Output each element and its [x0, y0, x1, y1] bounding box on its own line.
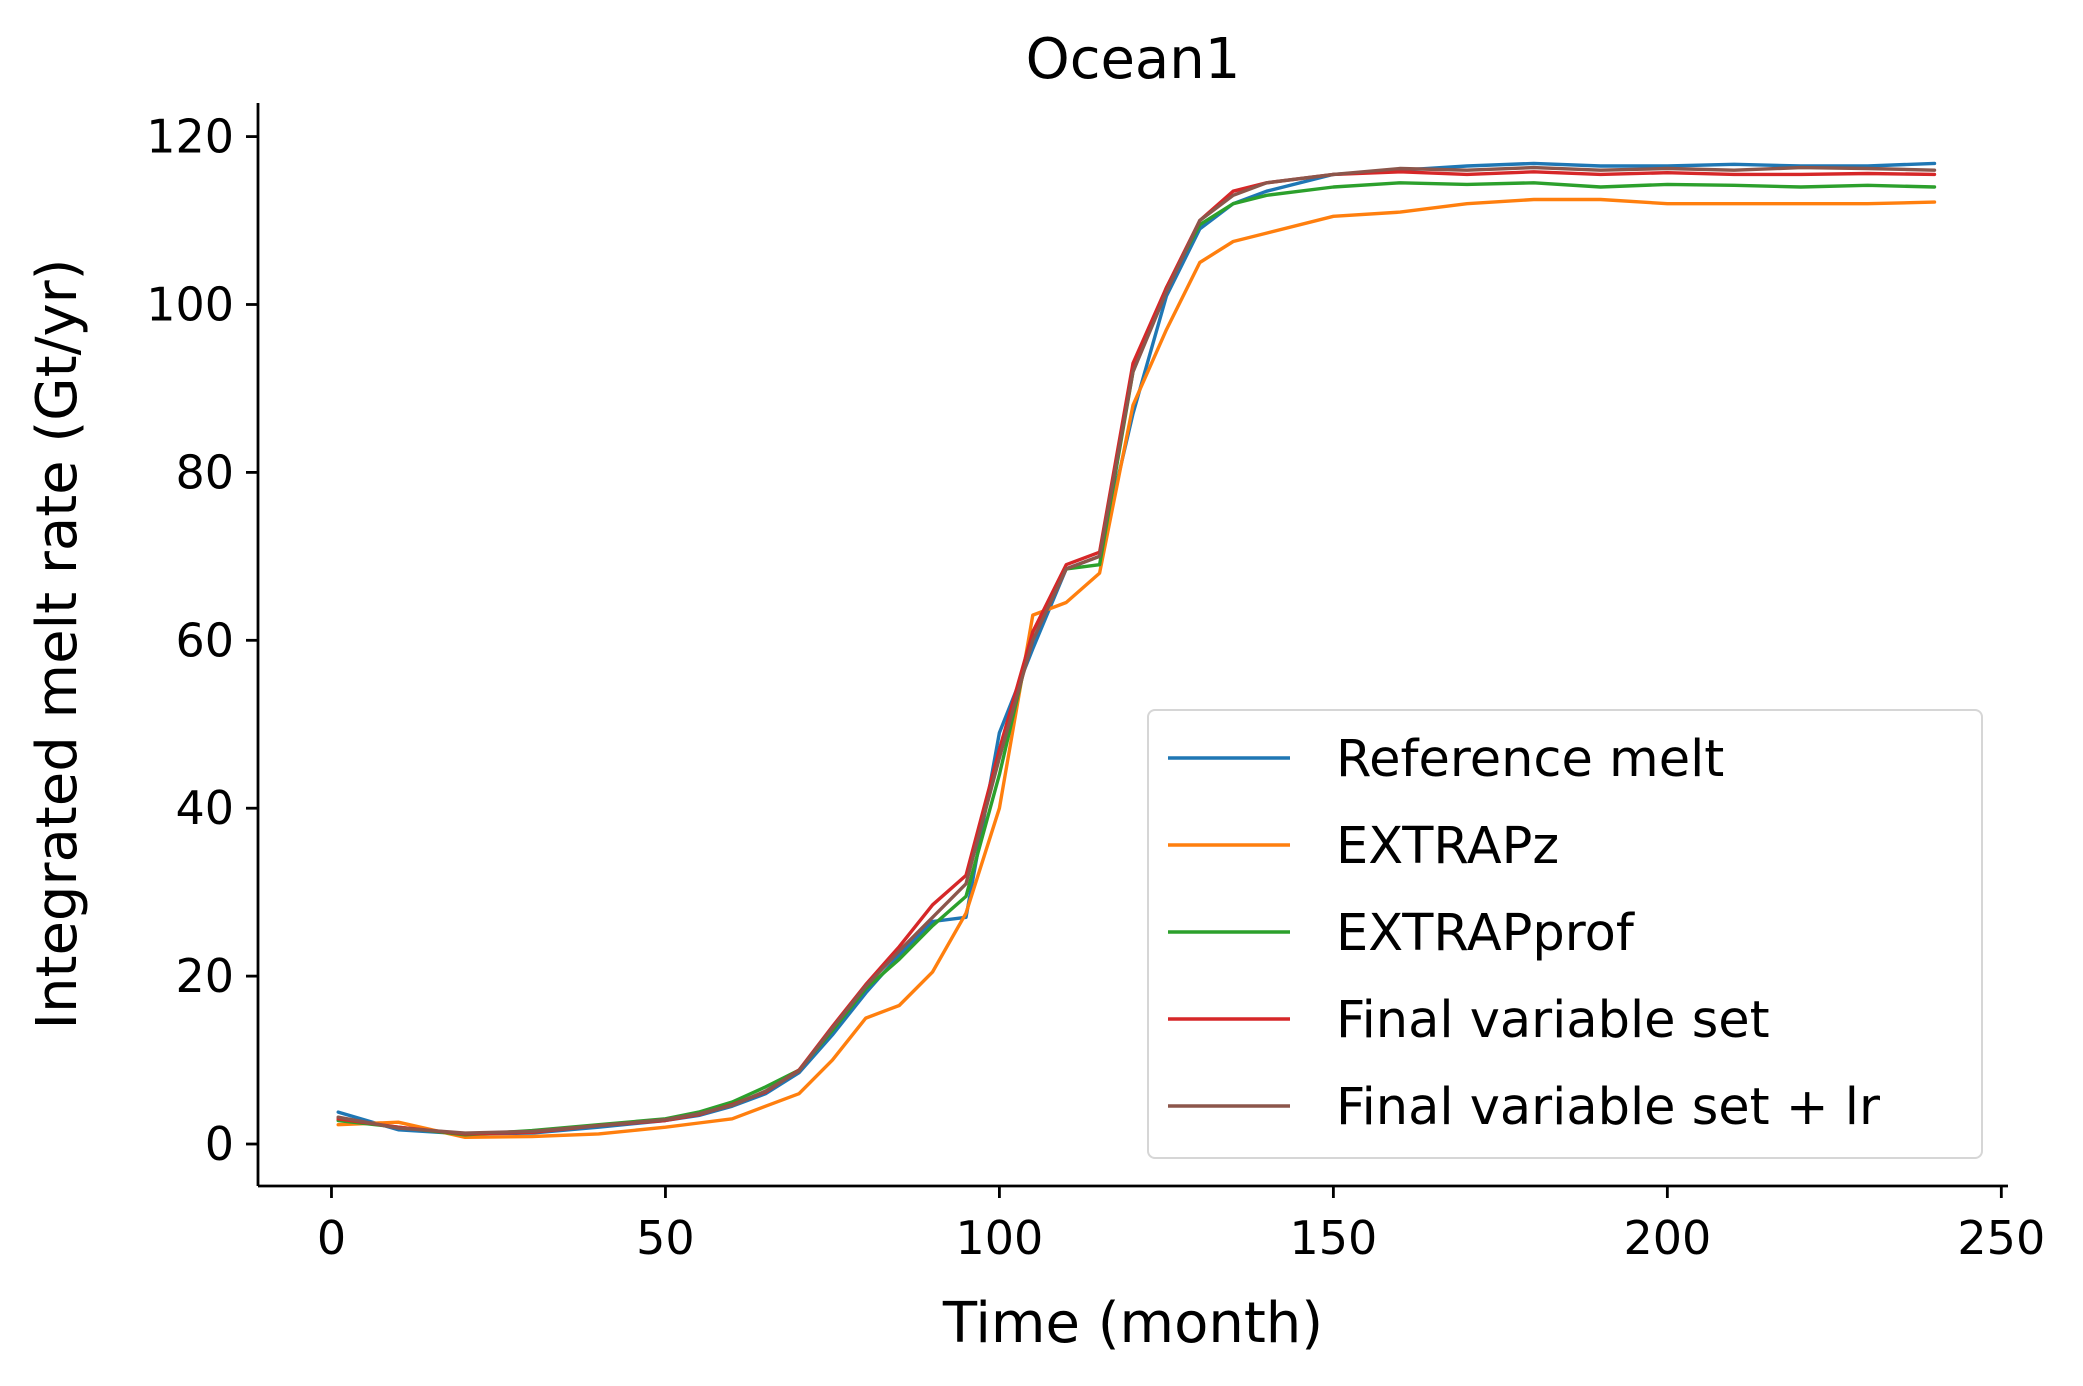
y-tick-label: 80 [175, 445, 234, 499]
legend-label-2: EXTRAPz [1336, 817, 1559, 876]
x-tick-label: 250 [1957, 1211, 2045, 1265]
legend-label-3: EXTRAPprof [1336, 904, 1635, 963]
y-ticks: 0 20 40 60 80 100 120 [146, 110, 258, 1171]
series-line-2 [336, 197, 1937, 1140]
legend-label-4: Final variable set [1336, 991, 1770, 1050]
x-tick-label: 50 [636, 1211, 695, 1265]
y-tick-label: 20 [175, 949, 234, 1003]
x-tick-label: 200 [1623, 1211, 1711, 1265]
y-tick-label: 60 [175, 613, 234, 667]
y-axis-label: Integrated melt rate (Gt/yr) [25, 258, 90, 1029]
x-tick-label: 150 [1289, 1211, 1377, 1265]
legend: Reference melt EXTRAPz EXTRAPprof Final var… [1147, 709, 1983, 1159]
legend-frame [1147, 709, 1983, 1159]
y-tick-label: 120 [146, 110, 234, 164]
y-tick-label: 100 [146, 277, 234, 331]
series-layer [336, 161, 1937, 1140]
series-line-5 [336, 165, 1937, 1135]
x-tick-label: 0 [317, 1211, 346, 1265]
y-tick-label: 40 [175, 781, 234, 835]
legend-label-5: Final variable set + lr [1336, 1078, 1880, 1137]
legend-label-1: Reference melt [1336, 730, 1724, 789]
chart-title: Ocean1 [1026, 27, 1241, 92]
x-tick-label: 100 [956, 1211, 1044, 1265]
x-axis-label: Time (month) [942, 1291, 1323, 1356]
y-tick-label: 0 [205, 1117, 234, 1171]
x-ticks: 0 50 100 150 200 250 [317, 1186, 2045, 1265]
